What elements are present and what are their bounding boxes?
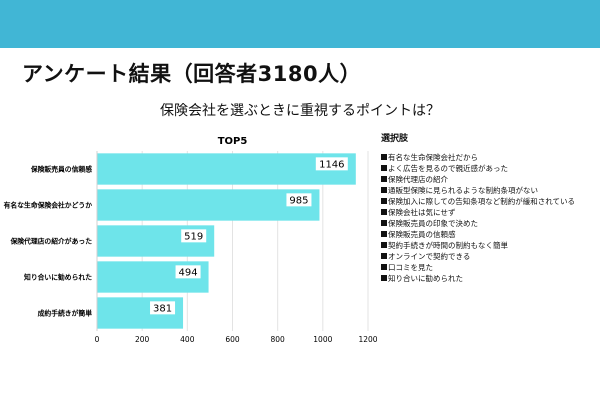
bar-value-label-bg	[181, 229, 207, 243]
legend-square-icon	[381, 231, 387, 237]
legend-item-label: 保険会社は気にせず	[388, 208, 456, 217]
legend-item-label: 保険加入に際しての告知条項など制約が緩和されている	[388, 197, 576, 206]
legend-square-icon	[381, 242, 387, 248]
legend-item: 保険加入に際しての告知条項など制約が緩和されている	[381, 196, 600, 207]
legend-item-label: 保険販売員の信頼感	[388, 230, 456, 239]
header-band	[0, 0, 600, 48]
legend-item-label: よく広告を見るので親近感があった	[388, 164, 508, 173]
legend-item-label: 知り合いに勧められた	[388, 274, 463, 283]
bar-value-label: 494	[179, 267, 198, 278]
legend-item: よく広告を見るので親近感があった	[381, 163, 600, 174]
legend-square-icon	[381, 220, 387, 226]
legend-item: 契約手続きが時間の制約もなく簡単	[381, 240, 600, 251]
x-tick-label: 400	[180, 335, 195, 344]
legend-item: 保険代理店の紹介	[381, 174, 600, 185]
y-category-label: 有名な生命保険会社かどうか	[4, 201, 93, 210]
x-tick-label: 800	[271, 335, 286, 344]
legend-square-icon	[381, 198, 387, 204]
legend-item-label: 有名な生命保険会社だから	[388, 153, 478, 162]
legend-item-label: オンラインで契約できる	[388, 252, 471, 261]
legend-item-label: 保険販売員の印象で決めた	[388, 219, 478, 228]
x-tick-label: 600	[225, 335, 240, 344]
bar-value-label: 1146	[319, 159, 344, 170]
legend-square-icon	[381, 264, 387, 270]
legend-item: 保険販売員の印象で決めた	[381, 218, 600, 229]
page-title: アンケート結果（回答者3180人）	[22, 62, 362, 86]
legend-item-label: 通販型保険に見られるような制約条項がない	[388, 186, 538, 195]
bar-value-label-bg	[150, 301, 176, 315]
legend-square-icon	[381, 165, 387, 171]
legend-square-icon	[381, 253, 387, 259]
bar-value-label-bg	[175, 265, 201, 279]
legend-square-icon	[381, 209, 387, 215]
bar-value-label: 381	[153, 303, 172, 314]
legend-title: 選択肢	[381, 134, 409, 144]
y-category-label: 知り合いに勧められた	[23, 273, 92, 282]
legend: 選択肢 有名な生命保険会社だからよく広告を見るので親近感があった 保険代理店の紹介…	[381, 131, 600, 284]
legend-items: 有名な生命保険会社だからよく広告を見るので親近感があった 保険代理店の紹介通販型保…	[381, 152, 600, 284]
legend-item: 保険会社は気にせず	[381, 207, 600, 218]
bar-value-label-bg	[315, 157, 348, 171]
bar-value-label: 985	[289, 195, 308, 206]
legend-item: 保険販売員の信頼感	[381, 229, 600, 240]
legend-square-icon	[381, 275, 387, 281]
y-category-label: 保険代理店の紹介があった	[9, 237, 92, 246]
x-tick-label: 200	[135, 335, 150, 344]
legend-item: 口コミを見た	[381, 262, 600, 273]
legend-square-icon	[381, 176, 387, 182]
legend-item-label: 口コミを見た	[388, 263, 433, 272]
legend-item-label: 保険代理店の紹介	[388, 175, 448, 184]
legend-item: オンラインで契約できる	[381, 251, 600, 262]
x-tick-label: 1200	[358, 335, 377, 344]
legend-item-label: 契約手続きが時間の制約もなく簡単	[388, 241, 508, 250]
legend-item: 有名な生命保険会社だから	[381, 152, 600, 163]
legend-item: 知り合いに勧められた	[381, 273, 600, 284]
y-category-label: 成約手続きが簡単	[38, 309, 93, 318]
bar	[97, 189, 320, 221]
chart-title: TOP5	[218, 136, 248, 147]
bar	[97, 153, 356, 185]
y-category-label: 保険販売員の信頼感	[30, 165, 92, 174]
legend-item: 通販型保険に見られるような制約条項がない	[381, 185, 600, 196]
bar-value-label-bg	[286, 193, 312, 207]
bar-value-label: 519	[184, 231, 203, 242]
x-tick-label: 0	[95, 335, 100, 344]
x-tick-label: 1000	[313, 335, 332, 344]
survey-question: 保険会社を選ぶときに重視するポイントは？	[160, 103, 440, 119]
legend-square-icon	[381, 154, 387, 160]
legend-square-icon	[381, 187, 387, 193]
